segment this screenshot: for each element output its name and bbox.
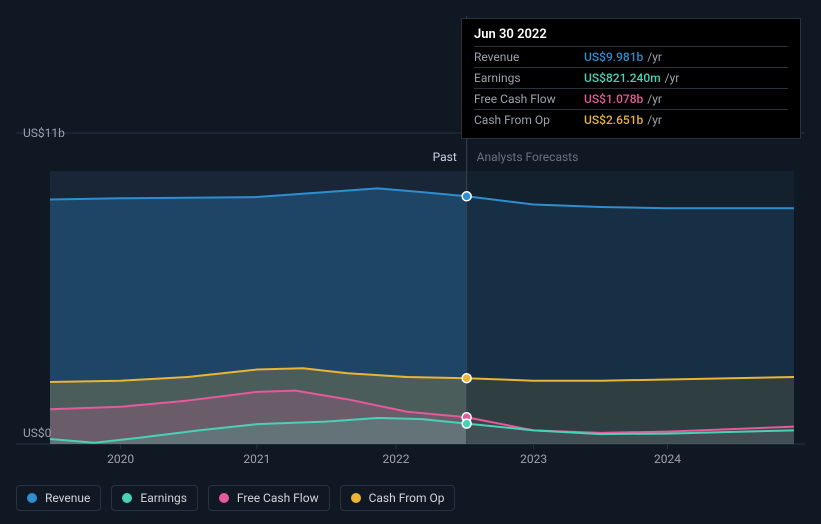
legend-color-dot <box>219 493 229 503</box>
tooltip-title: Jun 30 2022 <box>474 27 788 46</box>
tooltip-metric-unit: /yr <box>647 92 662 106</box>
legend-label: Free Cash Flow <box>237 491 319 505</box>
legend-label: Cash From Op <box>369 491 445 505</box>
legend-color-dot <box>122 493 132 503</box>
chart-legend: Revenue Earnings Free Cash Flow Cash From O… <box>16 485 455 511</box>
financials-chart: US$11b US$0 Past Analysts Forecasts 2020… <box>0 0 821 524</box>
legend-color-dot <box>27 493 37 503</box>
chart-tooltip: Jun 30 2022 RevenueUS$9.981b/yrEarningsU… <box>461 18 801 139</box>
tooltip-metric-label: Cash From Op <box>474 113 584 127</box>
tooltip-row: Free Cash FlowUS$1.078b/yr <box>474 88 788 109</box>
x-axis-label: 2021 <box>243 452 270 466</box>
legend-item[interactable]: Revenue <box>16 485 101 511</box>
legend-item[interactable]: Cash From Op <box>340 485 456 511</box>
y-axis-label-11b: US$11b <box>23 126 65 140</box>
tooltip-metric-value: US$9.981b <box>584 50 643 64</box>
legend-item[interactable]: Earnings <box>111 485 198 511</box>
legend-color-dot <box>351 493 361 503</box>
tooltip-row: EarningsUS$821.240m/yr <box>474 67 788 88</box>
tooltip-metric-unit: /yr <box>647 50 662 64</box>
legend-label: Earnings <box>140 491 187 505</box>
tooltip-metric-label: Free Cash Flow <box>474 92 584 106</box>
x-axis-label: 2022 <box>382 452 409 466</box>
x-axis-label: 2024 <box>654 452 681 466</box>
tooltip-metric-value: US$1.078b <box>584 92 643 106</box>
legend-item[interactable]: Free Cash Flow <box>208 485 330 511</box>
tooltip-metric-value: US$2.651b <box>584 113 643 127</box>
tooltip-metric-label: Revenue <box>474 50 584 64</box>
tooltip-metric-unit: /yr <box>665 71 680 85</box>
tooltip-metric-value: US$821.240m <box>584 71 661 85</box>
legend-label: Revenue <box>45 491 90 505</box>
tooltip-metric-unit: /yr <box>647 113 662 127</box>
tooltip-row: Cash From OpUS$2.651b/yr <box>474 109 788 130</box>
tooltip-metric-label: Earnings <box>474 71 584 85</box>
tooltip-row: RevenueUS$9.981b/yr <box>474 46 788 67</box>
y-axis-label-0: US$0 <box>23 426 51 440</box>
section-label-past: Past <box>433 150 457 164</box>
x-axis-label: 2020 <box>107 452 134 466</box>
x-axis-label: 2023 <box>520 452 547 466</box>
section-label-forecasts: Analysts Forecasts <box>477 150 579 164</box>
